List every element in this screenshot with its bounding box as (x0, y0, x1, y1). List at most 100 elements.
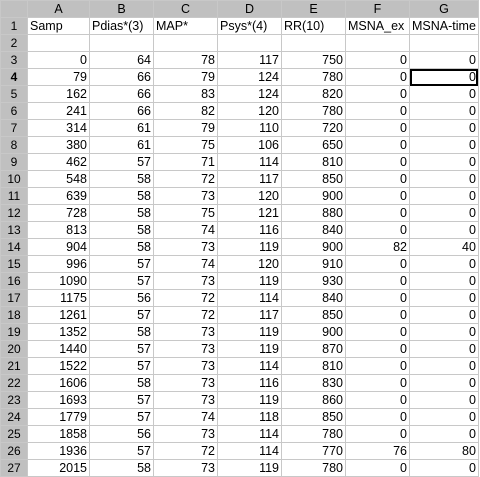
cell-d22[interactable]: 116 (217, 374, 282, 392)
cell-g12[interactable]: 0 (409, 204, 479, 222)
cell-f14[interactable]: 82 (345, 238, 410, 256)
cell-c24[interactable]: 74 (153, 408, 218, 426)
cell-b8[interactable]: 61 (89, 136, 154, 154)
cell-b3[interactable]: 64 (89, 51, 154, 69)
cell-e27[interactable]: 780 (281, 459, 346, 477)
cell-b25[interactable]: 56 (89, 425, 154, 443)
row-header[interactable]: 18 (0, 306, 28, 324)
cell-e12[interactable]: 880 (281, 204, 346, 222)
cell-f3[interactable]: 0 (345, 51, 410, 69)
cell-d2[interactable] (217, 34, 282, 52)
cell-b2[interactable] (89, 34, 154, 52)
cell-d17[interactable]: 114 (217, 289, 282, 307)
cell-b18[interactable]: 57 (89, 306, 154, 324)
cell-c20[interactable]: 73 (153, 340, 218, 358)
cell-g19[interactable]: 0 (409, 323, 479, 341)
row-header[interactable]: 12 (0, 204, 28, 222)
cell-g4[interactable]: 0 (409, 68, 479, 86)
cell-d5[interactable]: 124 (217, 85, 282, 103)
cell-g20[interactable]: 0 (409, 340, 479, 358)
row-header[interactable]: 17 (0, 289, 28, 307)
cell-b6[interactable]: 66 (89, 102, 154, 120)
cell-c27[interactable]: 73 (153, 459, 218, 477)
cell-c9[interactable]: 71 (153, 153, 218, 171)
cell-d20[interactable]: 119 (217, 340, 282, 358)
cell-g17[interactable]: 0 (409, 289, 479, 307)
cell-e7[interactable]: 720 (281, 119, 346, 137)
cell-f20[interactable]: 0 (345, 340, 410, 358)
cell-c11[interactable]: 73 (153, 187, 218, 205)
cell-b19[interactable]: 58 (89, 323, 154, 341)
cell-f8[interactable]: 0 (345, 136, 410, 154)
cell-d13[interactable]: 116 (217, 221, 282, 239)
cell-d4[interactable]: 124 (217, 68, 282, 86)
cell-e19[interactable]: 900 (281, 323, 346, 341)
cell-d16[interactable]: 119 (217, 272, 282, 290)
cell-a14[interactable]: 904 (27, 238, 90, 256)
cell-a21[interactable]: 1522 (27, 357, 90, 375)
cell-e1[interactable]: RR(10) (281, 17, 346, 35)
cell-d21[interactable]: 114 (217, 357, 282, 375)
cell-c18[interactable]: 72 (153, 306, 218, 324)
row-header[interactable]: 10 (0, 170, 28, 188)
cell-d23[interactable]: 119 (217, 391, 282, 409)
cell-c8[interactable]: 75 (153, 136, 218, 154)
cell-a10[interactable]: 548 (27, 170, 90, 188)
cell-d26[interactable]: 114 (217, 442, 282, 460)
cell-b11[interactable]: 58 (89, 187, 154, 205)
cell-d3[interactable]: 117 (217, 51, 282, 69)
cell-d19[interactable]: 119 (217, 323, 282, 341)
row-header[interactable]: 26 (0, 442, 28, 460)
row-header[interactable]: 20 (0, 340, 28, 358)
row-header[interactable]: 16 (0, 272, 28, 290)
cell-b9[interactable]: 57 (89, 153, 154, 171)
cell-a9[interactable]: 462 (27, 153, 90, 171)
cell-e18[interactable]: 850 (281, 306, 346, 324)
cell-c6[interactable]: 82 (153, 102, 218, 120)
cell-b27[interactable]: 58 (89, 459, 154, 477)
cell-g3[interactable]: 0 (409, 51, 479, 69)
cell-f26[interactable]: 76 (345, 442, 410, 460)
cell-a22[interactable]: 1606 (27, 374, 90, 392)
cell-c13[interactable]: 74 (153, 221, 218, 239)
cell-b16[interactable]: 57 (89, 272, 154, 290)
cell-a16[interactable]: 1090 (27, 272, 90, 290)
cell-c5[interactable]: 83 (153, 85, 218, 103)
cell-d8[interactable]: 106 (217, 136, 282, 154)
cell-f13[interactable]: 0 (345, 221, 410, 239)
cell-e22[interactable]: 830 (281, 374, 346, 392)
cell-a1[interactable]: Samp (27, 17, 90, 35)
cell-g7[interactable]: 0 (409, 119, 479, 137)
cell-e3[interactable]: 750 (281, 51, 346, 69)
cell-c12[interactable]: 75 (153, 204, 218, 222)
cell-f21[interactable]: 0 (345, 357, 410, 375)
row-header[interactable]: 11 (0, 187, 28, 205)
row-header[interactable]: 5 (0, 85, 28, 103)
cell-f22[interactable]: 0 (345, 374, 410, 392)
cell-f25[interactable]: 0 (345, 425, 410, 443)
cell-a23[interactable]: 1693 (27, 391, 90, 409)
cell-b10[interactable]: 58 (89, 170, 154, 188)
cell-b5[interactable]: 66 (89, 85, 154, 103)
cell-f11[interactable]: 0 (345, 187, 410, 205)
cell-a2[interactable] (27, 34, 90, 52)
cell-g23[interactable]: 0 (409, 391, 479, 409)
cell-g22[interactable]: 0 (409, 374, 479, 392)
cell-g21[interactable]: 0 (409, 357, 479, 375)
column-header-g[interactable]: G (409, 0, 479, 18)
cell-c10[interactable]: 72 (153, 170, 218, 188)
row-header[interactable]: 3 (0, 51, 28, 69)
cell-c21[interactable]: 73 (153, 357, 218, 375)
cell-g2[interactable] (409, 34, 479, 52)
cell-b15[interactable]: 57 (89, 255, 154, 273)
cell-f10[interactable]: 0 (345, 170, 410, 188)
column-header-d[interactable]: D (217, 0, 282, 18)
cell-a5[interactable]: 162 (27, 85, 90, 103)
cell-g15[interactable]: 0 (409, 255, 479, 273)
cell-e6[interactable]: 780 (281, 102, 346, 120)
cell-f16[interactable]: 0 (345, 272, 410, 290)
cell-c17[interactable]: 72 (153, 289, 218, 307)
cell-b14[interactable]: 58 (89, 238, 154, 256)
cell-f24[interactable]: 0 (345, 408, 410, 426)
cell-b24[interactable]: 57 (89, 408, 154, 426)
